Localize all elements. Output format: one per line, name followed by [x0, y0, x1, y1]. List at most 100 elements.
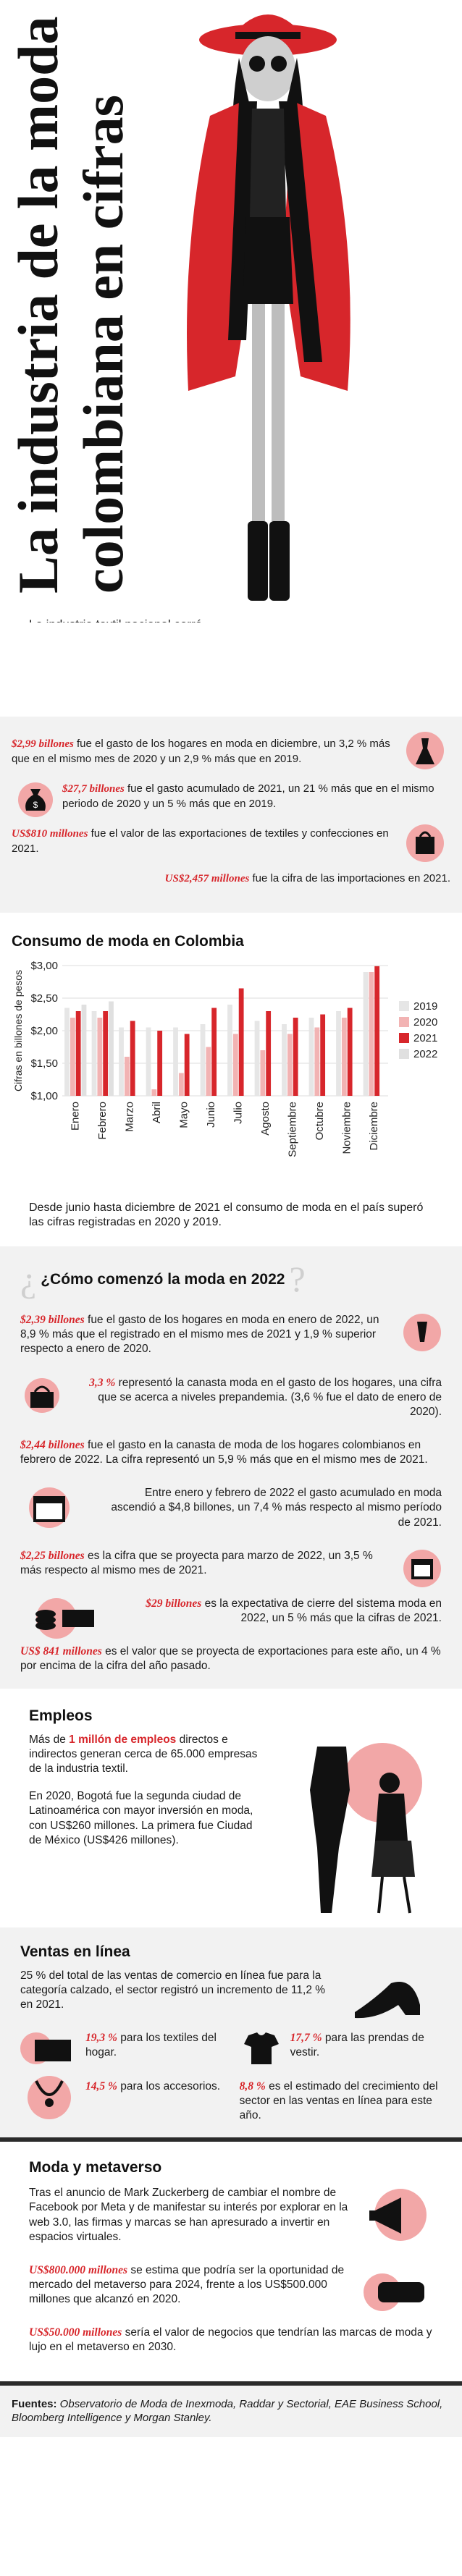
bar-2021-julio — [238, 988, 244, 1096]
legend-label: 2019 — [413, 1000, 437, 1013]
chart-section: Consumo de moda en Colombia Cifras en bi… — [0, 913, 462, 1195]
bar-2019-febrero — [91, 1010, 97, 1096]
how-para-2-lead: 3,3 % — [89, 1376, 116, 1389]
legend-swatch-2020 — [399, 1016, 409, 1027]
calendar-icon — [29, 1487, 70, 1529]
online-item-1: 19,3 % para los textiles del hogar. — [20, 2031, 222, 2065]
how-para-2: 3,3 % representó la canasta moda en el g… — [20, 1376, 442, 1419]
how-para-2-text: representó la canasta moda en el gasto d… — [98, 1376, 442, 1418]
online-item-3-text: para los accesorios. — [117, 2079, 221, 2093]
bar-2019-diciembre — [363, 971, 369, 1096]
online-sales-section: Ventas en línea 25 % del total de las ve… — [0, 1927, 462, 2137]
bar-2021-mayo — [184, 1034, 190, 1096]
highlight-4: US$2,457 millones fue la cifra de las im… — [12, 871, 450, 887]
x-tick-label: Agosto — [259, 1102, 272, 1136]
svg-text:$: $ — [33, 800, 38, 810]
x-tick-label: Enero — [70, 1102, 82, 1131]
title-line-1: La industria de la moda — [7, 16, 70, 594]
online-item-4: 8,8 % es el estimado del crecimiento del… — [240, 2079, 442, 2123]
x-tick-label: Junio — [205, 1102, 217, 1128]
how-para-5-text: es la cifra que se proyecta para marzo d… — [20, 1549, 373, 1576]
high-heel-icon — [355, 1981, 420, 2019]
bar-2020-marzo — [124, 1056, 130, 1096]
online-item-1-lead: 19,3 % — [85, 2032, 117, 2045]
online-para-1: 25 % del total de las ventas de comercio… — [20, 1969, 442, 2019]
how-started-heading: ¿ ¿Cómo comenzó la moda en 2022 ? — [20, 1261, 442, 1297]
bar-2022-enero — [81, 1004, 87, 1096]
y-axis-label: Cifras en billones de pesos — [12, 970, 24, 1091]
online-item-2-text: para las prendas de vestir. — [290, 2032, 424, 2059]
how-para-1: $2,39 billones fue el gasto de los hogar… — [20, 1313, 442, 1356]
highlight-3-text: fue el valor de las exportaciones de tex… — [12, 827, 389, 855]
how-para-7: US$ 841 millones es el valor que se proy… — [20, 1644, 442, 1673]
metaverse-para-3-text: sería el valor de negocios que tendrían … — [29, 2326, 432, 2354]
bar-2020-septiembre — [287, 1034, 293, 1096]
how-para-3: $2,44 billones fue el gasto en la canast… — [20, 1438, 442, 1467]
how-para-7-text: es el valor que se proyecta de exportaci… — [20, 1645, 441, 1673]
legend-swatch-2021 — [399, 1032, 409, 1043]
how-para-5-lead: $2,25 billones — [20, 1549, 85, 1562]
metaverse-para-2: US$800.000 millones se estima que podría… — [29, 2263, 433, 2311]
seamstress-illustration — [310, 1742, 422, 1913]
bar-2021-marzo — [130, 1021, 135, 1096]
highlight-2-lead: $27,7 billones — [62, 783, 125, 795]
online-item-1-text: para los textiles del hogar. — [85, 2032, 217, 2059]
pen-icon — [403, 1314, 441, 1352]
highlights-band: $2,99 billones fue el gasto de los hogar… — [0, 717, 462, 913]
y-tick-label: $1,50 — [30, 1057, 58, 1070]
bar-2020-enero — [70, 1017, 75, 1096]
online-para-1-text: 25 % del total de las ventas de comercio… — [20, 1969, 326, 2011]
how-para-7-lead: US$ 841 millones — [20, 1645, 102, 1658]
sources-label: Fuentes: — [12, 2397, 57, 2410]
online-item-4-lead: 8,8 % — [239, 2079, 266, 2093]
highlight-1: $2,99 billones fue el gasto de los hogar… — [12, 732, 450, 769]
legend-swatch-2019 — [399, 1000, 409, 1011]
x-tick-label: Diciembre — [368, 1102, 380, 1151]
bar-2020-octubre — [314, 1027, 320, 1096]
x-tick-label: Octubre — [314, 1102, 326, 1140]
bar-2019-julio — [227, 1004, 232, 1096]
bar-2021-abril — [157, 1030, 163, 1096]
legend-swatch-2022 — [399, 1048, 409, 1059]
online-item-4-text: es el estimado del crecimiento del secto… — [239, 2079, 438, 2121]
bar-2019-enero — [64, 1008, 70, 1096]
how-para-6: $29 billones es la expectativa de cierre… — [20, 1597, 442, 1639]
bar-2021-septiembre — [293, 1017, 298, 1096]
coins-and-bills-icon — [35, 1598, 94, 1639]
highlight-1-lead: $2,99 billones — [12, 738, 74, 750]
sources-text: Observatorio de Moda de Inexmoda, Raddar… — [12, 2397, 443, 2425]
megaphone-icon — [369, 2189, 427, 2242]
how-para-5: $2,25 billones es la cifra que se proyec… — [20, 1549, 442, 1587]
bar-2019-octubre — [308, 1017, 314, 1096]
bar-2021-noviembre — [347, 1008, 353, 1096]
y-tick-label: $2,50 — [30, 992, 58, 1005]
how-para-4: Entre enero y febrero de 2022 el gasto a… — [20, 1486, 442, 1529]
bar-2021-enero — [75, 1010, 81, 1096]
metaverse-para-3: US$50.000 millones sería el valor de neg… — [29, 2326, 433, 2355]
dress-icon — [406, 732, 444, 769]
metaverse-title: Moda y metaverso — [29, 2159, 162, 2176]
bar-2021-diciembre — [374, 966, 380, 1096]
bar-2021-octubre — [320, 1014, 326, 1096]
bar-2020-abril — [151, 1089, 157, 1096]
vr-headset-icon — [364, 2273, 424, 2311]
bar-2020-julio — [232, 1034, 238, 1096]
title-line-2: colombiana en cifras — [72, 95, 135, 594]
x-tick-label: Febrero — [96, 1102, 109, 1140]
x-tick-label: Septiembre — [287, 1102, 299, 1157]
legend-label: 2020 — [413, 1016, 437, 1029]
legend-label: 2021 — [413, 1032, 437, 1044]
money-bag-icon: $ — [18, 782, 53, 817]
online-title: Ventas en línea — [20, 1943, 130, 1960]
bar-2020-mayo — [178, 1073, 184, 1096]
how-para-1-text: fue el gasto de los hogares en moda en e… — [20, 1314, 379, 1356]
bar-2022-febrero — [109, 1001, 114, 1096]
how-para-1-lead: $2,39 billones — [20, 1314, 85, 1327]
highlight-2: $ $27,7 billones fue el gasto acumulado … — [12, 782, 450, 817]
bar-2020-noviembre — [341, 1017, 347, 1096]
highlight-1-text: fue el gasto de los hogares en moda en d… — [12, 738, 390, 765]
bar-2020-junio — [206, 1047, 211, 1096]
highlight-3-lead: US$810 millones — [12, 828, 88, 840]
how-para-3-lead: $2,44 billones — [20, 1439, 85, 1452]
chart-title: Consumo de moda en Colombia — [12, 932, 244, 950]
